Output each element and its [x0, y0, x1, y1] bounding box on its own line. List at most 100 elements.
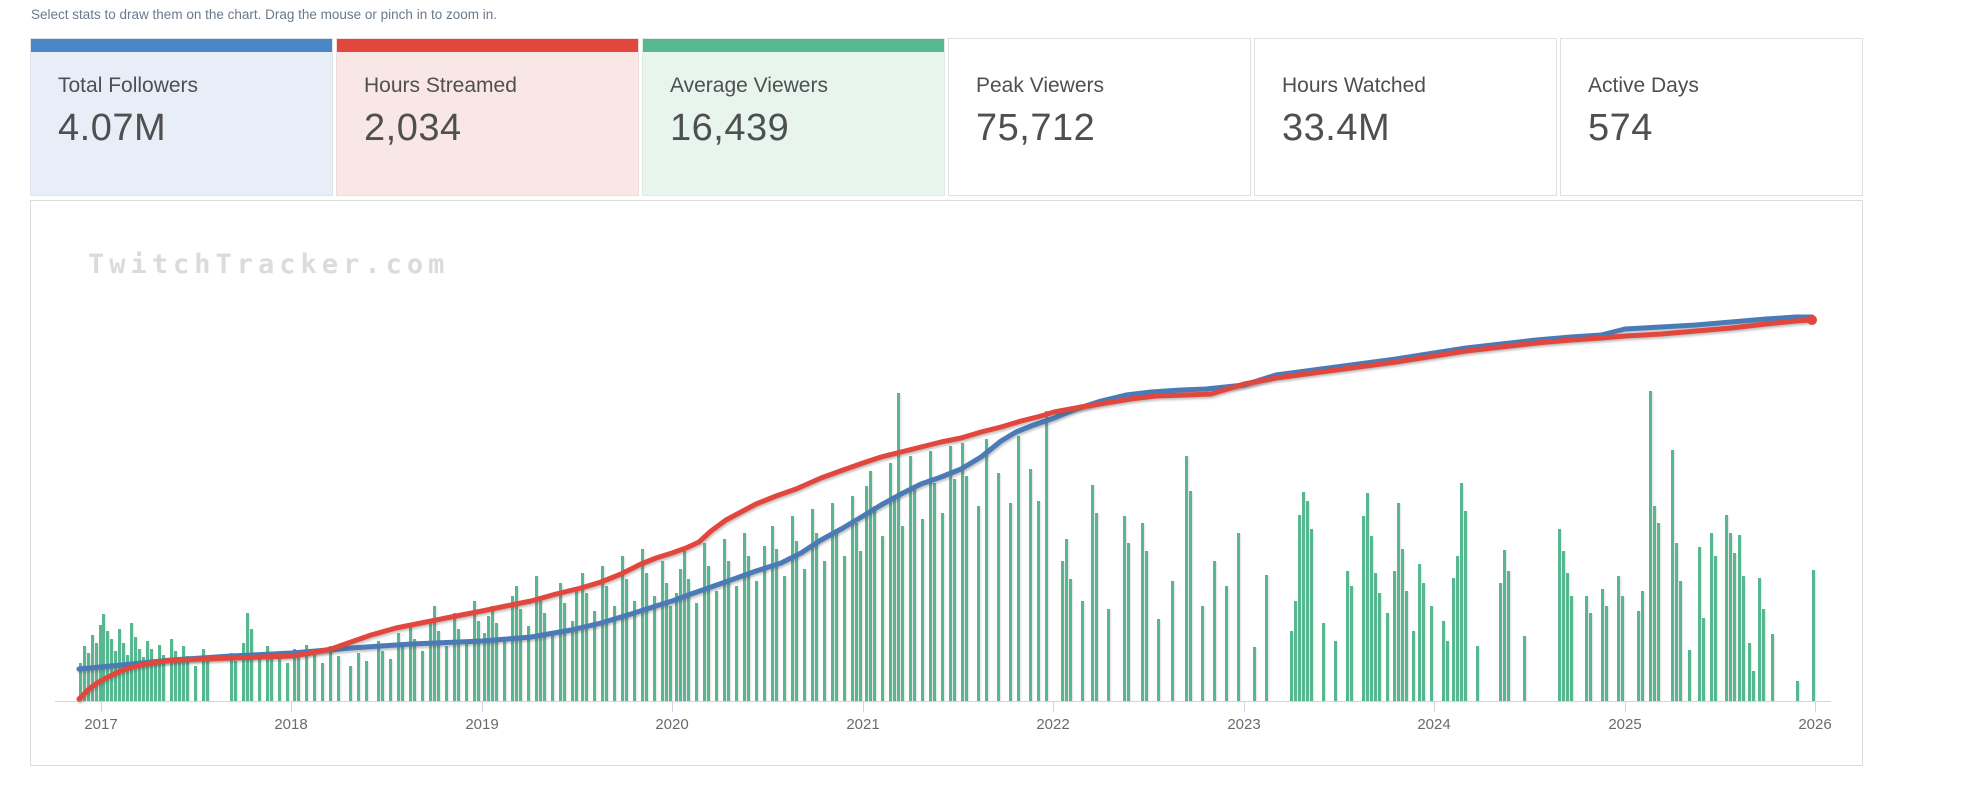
stat-card-hours-streamed[interactable]: Hours Streamed 2,034	[336, 38, 639, 196]
avg-viewers-bar	[961, 443, 964, 701]
avg-viewers-bar	[1729, 533, 1732, 701]
avg-viewers-bar	[194, 666, 197, 701]
avg-viewers-bar	[571, 621, 574, 701]
avg-viewers-bar	[186, 656, 189, 701]
avg-viewers-bar	[1566, 573, 1569, 701]
avg-viewers-bar	[95, 643, 98, 701]
avg-viewers-bar	[715, 591, 718, 701]
avg-viewers-bar	[687, 579, 690, 701]
avg-viewers-bar	[1742, 576, 1745, 701]
avg-viewers-bar	[559, 583, 562, 701]
avg-viewers-bar	[1189, 491, 1192, 701]
avg-viewers-bar	[625, 579, 628, 701]
avg-viewers-bar	[783, 576, 786, 701]
avg-viewers-bar	[1037, 501, 1040, 701]
avg-viewers-bar	[669, 606, 672, 701]
avg-viewers-bar	[727, 561, 730, 701]
avg-viewers-bar	[1452, 578, 1455, 701]
stat-accent-bar	[1255, 39, 1556, 52]
avg-viewers-bar	[1422, 583, 1425, 701]
avg-viewers-bar	[1585, 596, 1588, 701]
avg-viewers-bar	[743, 533, 746, 701]
avg-viewers-bar	[83, 646, 86, 701]
avg-viewers-bar	[365, 661, 368, 701]
stat-card-peak-viewers[interactable]: Peak Viewers 75,712	[948, 38, 1251, 196]
avg-viewers-bar	[601, 566, 604, 701]
avg-viewers-bar	[1499, 583, 1502, 701]
x-axis-label-2022: 2022	[1036, 716, 1069, 733]
avg-viewers-bar	[457, 629, 460, 701]
avg-viewers-bar	[206, 659, 209, 701]
avg-viewers-bar	[695, 603, 698, 701]
instruction-text: Select stats to draw them on the chart. …	[31, 7, 497, 22]
avg-viewers-bar	[953, 479, 956, 701]
stat-value: 4.07M	[58, 107, 167, 149]
avg-viewers-bar	[1310, 529, 1313, 701]
avg-viewers-bar	[865, 486, 868, 701]
avg-viewers-bar	[913, 489, 916, 701]
stats-chart[interactable]: 2017 2018 2019 2020 2021 2022 2023 2024 2025 2026	[31, 201, 1862, 767]
avg-viewers-bar	[154, 659, 157, 701]
x-axis-label-2024: 2024	[1417, 716, 1450, 733]
stat-card-hours-watched[interactable]: Hours Watched 33.4M	[1254, 38, 1557, 196]
stat-card-average-viewers[interactable]: Average Viewers 16,439	[642, 38, 945, 196]
stat-card-active-days[interactable]: Active Days 574	[1560, 38, 1863, 196]
avg-viewers-bar	[1029, 469, 1032, 701]
avg-viewers-bar	[1464, 511, 1467, 701]
avg-viewers-bar	[933, 483, 936, 701]
avg-viewers-bar	[1346, 571, 1349, 701]
avg-viewers-bar	[329, 646, 332, 701]
avg-viewers-bar	[1558, 529, 1561, 701]
avg-viewers-bar	[465, 643, 468, 701]
avg-viewers-bar	[503, 639, 506, 701]
stat-accent-bar	[643, 39, 944, 52]
avg-viewers-bar	[170, 639, 173, 701]
x-axis-label-2018: 2018	[274, 716, 307, 733]
avg-viewers-bar	[855, 523, 858, 701]
avg-viewers-bar	[563, 603, 566, 701]
avg-viewers-bar	[1476, 646, 1479, 701]
avg-viewers-bar	[675, 593, 678, 701]
avg-viewers-bar	[1141, 523, 1144, 701]
avg-viewers-bar	[1095, 513, 1098, 701]
avg-viewers-bar	[941, 513, 944, 701]
avg-viewers-bar	[1698, 547, 1701, 701]
avg-viewers-bar	[1127, 543, 1130, 701]
avg-viewers-bar	[1442, 621, 1445, 701]
avg-viewers-bar	[831, 503, 834, 701]
avg-viewers-bar	[445, 646, 448, 701]
avg-viewers-bar	[593, 611, 596, 701]
avg-viewers-bar	[795, 541, 798, 701]
avg-viewers-bar	[823, 561, 826, 701]
avg-viewers-bar	[182, 646, 185, 701]
avg-viewers-bar	[1771, 634, 1774, 701]
avg-viewers-bar	[453, 613, 456, 701]
avg-viewers-bar	[270, 659, 273, 701]
avg-viewers-bar	[142, 657, 145, 701]
avg-viewers-bar	[1123, 516, 1126, 701]
avg-viewers-bar	[835, 529, 838, 701]
avg-viewers-bar	[421, 651, 424, 701]
avg-viewers-bar	[297, 657, 300, 701]
stat-label: Hours Streamed	[364, 74, 517, 97]
avg-viewers-bar	[1370, 536, 1373, 701]
avg-viewers-bar	[683, 551, 686, 701]
avg-viewers-bar	[1725, 515, 1728, 701]
stat-value: 574	[1588, 107, 1653, 149]
avg-viewers-bar	[661, 561, 664, 701]
avg-viewers-bar	[921, 519, 924, 701]
avg-viewers-bar	[1157, 619, 1160, 701]
avg-viewers-bar	[278, 651, 281, 701]
avg-viewers-bar	[755, 581, 758, 701]
avg-viewers-bar	[1322, 623, 1325, 701]
avg-viewers-bar	[791, 516, 794, 701]
avg-viewers-bar	[1752, 671, 1755, 701]
avg-viewers-bar	[881, 536, 884, 701]
chart-area[interactable]: TwitchTracker.com 2017 2018 2019 2020 2021 20…	[30, 200, 1863, 766]
avg-viewers-bar	[1456, 556, 1459, 701]
x-axis-label-2025: 2025	[1608, 716, 1641, 733]
stat-card-total-followers[interactable]: Total Followers 4.07M	[30, 38, 333, 196]
avg-viewers-bar	[1748, 643, 1751, 701]
avg-viewers-bar	[1617, 576, 1620, 701]
avg-viewers-bar	[703, 543, 706, 701]
